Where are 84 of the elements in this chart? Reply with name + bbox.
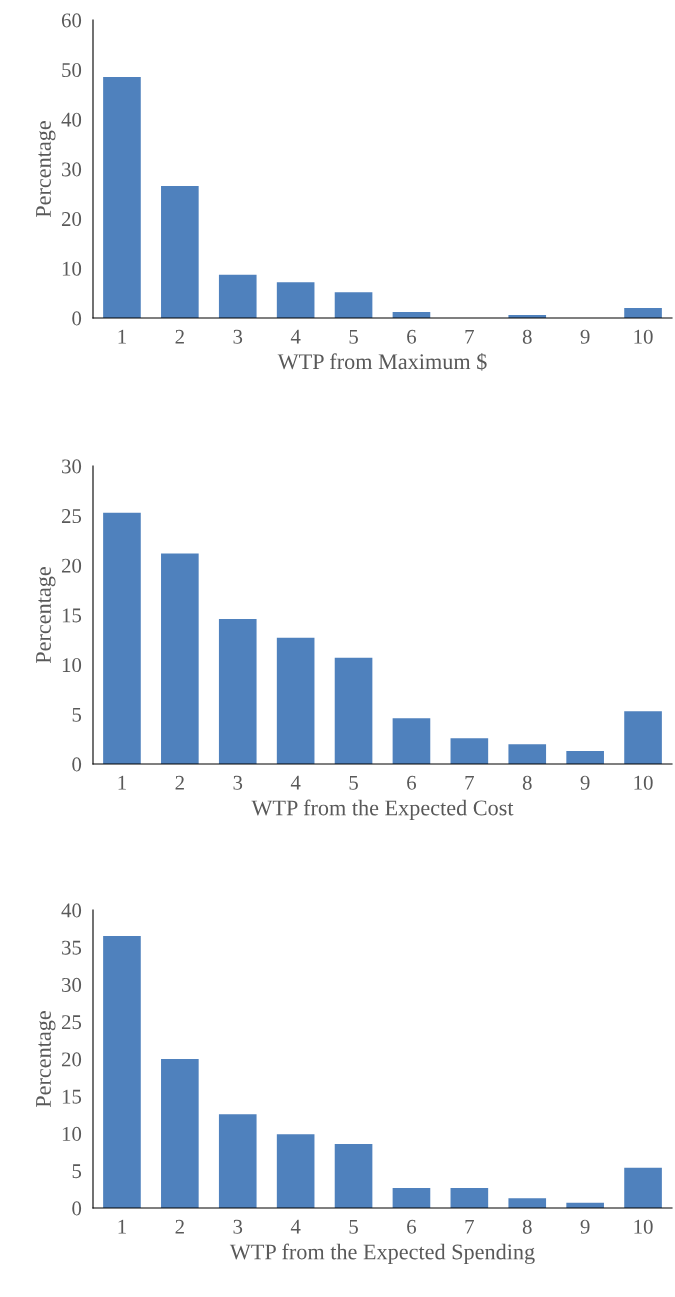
x-tick-label: 3: [233, 329, 243, 344]
x-tick-label: 7: [465, 775, 474, 790]
bar: [103, 936, 141, 1208]
x-tick-label: 2: [175, 329, 184, 344]
y-tick-label: 5: [72, 707, 82, 722]
x-axis-title: WTP from the Expected Spending: [229, 1243, 535, 1264]
bar: [334, 1143, 373, 1208]
y-tick-label: 15: [62, 608, 82, 623]
x-tick-label: 5: [349, 1219, 358, 1234]
bar: [508, 1198, 547, 1208]
bar: [218, 1114, 257, 1208]
y-tick-label: 20: [61, 558, 82, 573]
bar: [392, 1187, 431, 1208]
x-tick-label: 7: [465, 329, 474, 344]
bar: [334, 292, 373, 318]
x-axis-title: WTP from Maximum $: [277, 352, 487, 371]
y-tick-label: 35: [62, 940, 82, 955]
x-tick-label: 6: [407, 329, 417, 344]
y-tick-label: 10: [62, 1126, 82, 1141]
x-tick-label: 6: [407, 775, 417, 790]
x-tick-label: 4: [290, 775, 301, 790]
x-tick-label: 10: [634, 1219, 653, 1234]
x-tick-label: 3: [233, 775, 243, 790]
x-tick-label: 3: [233, 1219, 243, 1234]
x-tick-label: 1: [118, 775, 126, 790]
bar: [624, 308, 662, 318]
x-tick-label: 10: [634, 329, 653, 344]
x-tick-label: 9: [580, 329, 590, 344]
y-axis-title: Percentage: [36, 121, 56, 218]
y-tick-label: 40: [61, 903, 82, 918]
bar: [161, 1059, 199, 1208]
bar: [450, 738, 489, 764]
bar: [218, 618, 257, 764]
bar: [508, 744, 547, 764]
y-axis-title: Percentage: [36, 567, 56, 664]
y-tick-label: 30: [62, 162, 82, 177]
x-tick-label: 6: [407, 1219, 417, 1234]
y-tick-label: 0: [72, 1201, 82, 1216]
y-tick-label: 25: [61, 509, 82, 524]
x-tick-label: 9: [580, 775, 590, 790]
y-tick-label: 0: [72, 311, 82, 326]
y-tick-label: 50: [62, 63, 82, 78]
x-tick-label: 4: [290, 329, 301, 344]
y-tick-label: 25: [61, 1015, 82, 1030]
y-tick-label: 20: [61, 1052, 82, 1067]
x-tick-label: 8: [522, 775, 532, 790]
x-tick-label: 2: [175, 1219, 184, 1234]
bar: [161, 185, 199, 318]
y-tick-label: 5: [72, 1164, 82, 1179]
bar: [566, 751, 604, 764]
x-tick-label: 7: [465, 1219, 474, 1234]
y-tick-label: 60: [61, 13, 82, 28]
y-tick-label: 20: [61, 212, 82, 227]
bar: [276, 1134, 315, 1208]
x-tick-label: 10: [634, 775, 653, 790]
x-tick-label: 8: [522, 1219, 532, 1234]
bar: [334, 657, 373, 764]
bar: [276, 637, 315, 764]
bar: [161, 553, 199, 764]
y-tick-label: 10: [62, 658, 82, 673]
y-tick-label: 15: [62, 1089, 82, 1104]
bar: [103, 77, 141, 318]
x-tick-label: 1: [118, 329, 126, 344]
y-axis-title: Percentage: [36, 1011, 56, 1108]
bar: [218, 274, 257, 318]
x-tick-label: 5: [349, 775, 358, 790]
bar: [450, 1187, 489, 1208]
x-tick-label: 2: [175, 775, 184, 790]
bar: [624, 711, 662, 764]
y-tick-label: 10: [62, 261, 82, 276]
x-tick-label: 5: [349, 329, 358, 344]
y-tick-label: 30: [62, 977, 82, 992]
y-tick-label: 0: [72, 757, 82, 772]
x-axis-title: WTP from the Expected Cost: [251, 799, 514, 820]
x-tick-label: 8: [522, 329, 532, 344]
x-tick-label: 9: [580, 1219, 590, 1234]
y-tick-label: 40: [61, 112, 82, 127]
y-tick-label: 30: [62, 459, 82, 474]
bar: [624, 1167, 662, 1208]
bar: [103, 512, 141, 764]
x-tick-label: 1: [118, 1219, 126, 1234]
bar: [276, 282, 315, 318]
x-tick-label: 4: [290, 1219, 301, 1234]
bar: [392, 718, 431, 764]
